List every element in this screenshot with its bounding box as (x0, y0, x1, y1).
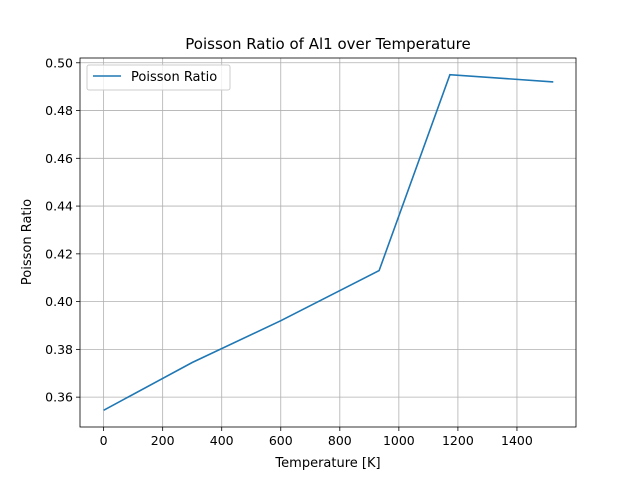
grid (80, 58, 576, 427)
x-tick-label: 1200 (442, 433, 474, 448)
x-tick-label: 1000 (383, 433, 415, 448)
x-tick-label: 1400 (501, 433, 533, 448)
legend-box (86, 64, 231, 91)
legend: Poisson Ratio (86, 64, 231, 91)
y-tick-label: 0.38 (45, 342, 73, 357)
x-tick-label: 0 (100, 433, 108, 448)
plot-background (80, 58, 576, 427)
legend-label: Poisson Ratio (131, 70, 217, 85)
chart-title: Poisson Ratio of Al1 over Temperature (185, 35, 470, 53)
series-line-poisson-ratio (103, 73, 554, 412)
x-tick-label: 600 (269, 433, 293, 448)
y-tick-label: 0.40 (45, 294, 73, 309)
x-tick-label: 200 (151, 433, 175, 448)
y-tick-label: 0.50 (45, 55, 73, 70)
x-tick-label: 400 (210, 433, 234, 448)
y-axis: 0.36 0.38 0.40 0.42 0.44 0.46 0.48 0.50 (45, 55, 80, 405)
y-tick-label: 0.42 (45, 246, 73, 261)
x-axis: 0 200 400 600 800 1000 1200 1400 (100, 427, 533, 448)
y-axis-label: Poisson Ratio (20, 199, 35, 285)
y-tick-label: 0.48 (45, 103, 73, 118)
x-axis-label: Temperature [K] (274, 456, 380, 471)
x-tick-label: 800 (328, 433, 352, 448)
y-tick-label: 0.36 (45, 390, 73, 405)
y-tick-label: 0.46 (45, 151, 73, 166)
y-tick-label: 0.44 (45, 199, 73, 214)
plot-frame (79, 57, 577, 428)
